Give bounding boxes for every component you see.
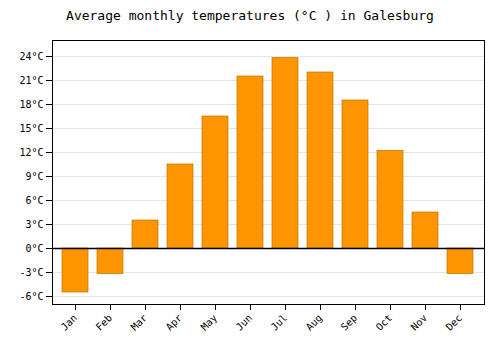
- svg-text:9°C: 9°C: [25, 171, 43, 182]
- svg-text:Oct: Oct: [374, 312, 395, 333]
- svg-text:Jun: Jun: [234, 312, 255, 333]
- svg-text:Sep: Sep: [339, 312, 360, 333]
- svg-text:-3°C: -3°C: [19, 267, 43, 278]
- svg-text:18°C: 18°C: [19, 99, 43, 110]
- html-text:Average monthly temperatures (: Average monthly temperatures (°C ) in Ga…: [66, 8, 434, 23]
- svg-text:Apr: Apr: [164, 312, 185, 333]
- svg-text:3°C: 3°C: [25, 219, 43, 230]
- svg-text:15°C: 15°C: [19, 123, 43, 134]
- svg-text:Jul: Jul: [269, 312, 290, 333]
- svg-text:Mar: Mar: [129, 312, 150, 333]
- svg-text:Aug: Aug: [304, 312, 325, 333]
- svg-text:24°C: 24°C: [19, 51, 43, 62]
- svg-text:Nov: Nov: [409, 312, 430, 333]
- svg-text:6°C: 6°C: [25, 195, 43, 206]
- svg-text:21°C: 21°C: [19, 75, 43, 86]
- svg-text:0°C: 0°C: [25, 243, 43, 254]
- svg-text:12°C: 12°C: [19, 147, 43, 158]
- svg-text:Jan: Jan: [59, 312, 80, 333]
- svg-text:Dec: Dec: [444, 312, 465, 333]
- svg-text:May: May: [199, 312, 220, 333]
- svg-text:-6°C: -6°C: [19, 291, 43, 302]
- svg-text:Feb: Feb: [94, 312, 115, 333]
